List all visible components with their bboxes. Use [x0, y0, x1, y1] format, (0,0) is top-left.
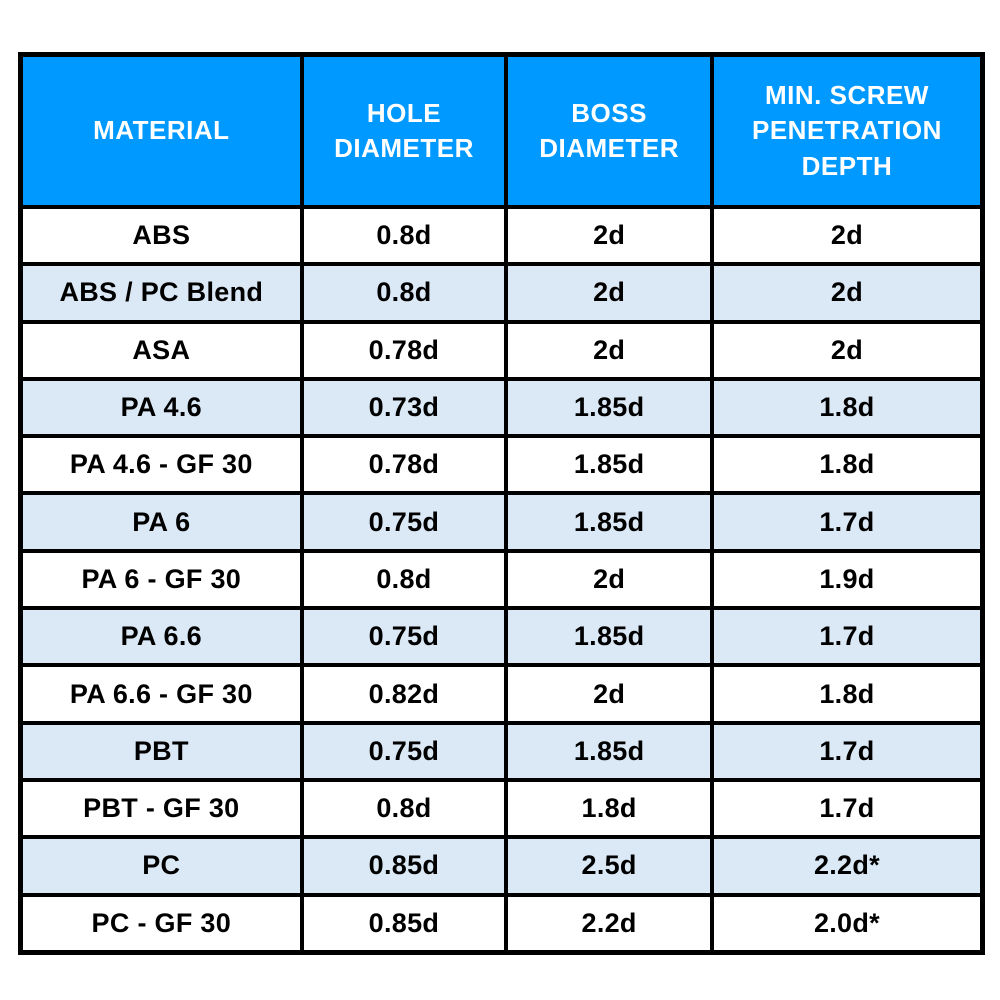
boss-diameter-cell: 2d — [506, 264, 712, 322]
table-row: PA 4.6 - GF 30 0.78d 1.85d 1.8d — [21, 436, 982, 494]
penetration-depth-cell: 1.7d — [711, 779, 982, 838]
hole-diameter-cell: 0.78d — [301, 321, 507, 379]
material-cell: PC - GF 30 — [21, 894, 302, 952]
penetration-depth-cell: 1.8d — [711, 665, 982, 723]
material-cell: ASA — [21, 321, 302, 379]
table-row: PBT - GF 30 0.8d 1.8d 1.7d — [21, 779, 982, 838]
hole-diameter-cell: 0.82d — [301, 665, 507, 723]
hole-diameter-cell: 0.8d — [301, 264, 507, 322]
hole-diameter-cell: 0.73d — [301, 378, 507, 437]
hole-diameter-cell: 0.78d — [301, 436, 507, 494]
table-body: ABS 0.8d 2d 2d ABS / PC Blend 0.8d 2d 2d… — [21, 207, 982, 952]
material-cell: PBT - GF 30 — [21, 779, 302, 838]
penetration-depth-cell: 1.7d — [711, 493, 982, 551]
table-row: ASA 0.78d 2d 2d — [21, 321, 982, 379]
hole-diameter-cell: 0.8d — [301, 207, 507, 265]
penetration-depth-cell: 1.7d — [711, 608, 982, 666]
boss-diameter-cell: 2d — [506, 665, 712, 723]
table-row: PC 0.85d 2.5d 2.2d* — [21, 837, 982, 895]
boss-diameter-cell: 2d — [506, 321, 712, 379]
header-hole-diameter: HOLE DIAMETER — [301, 55, 507, 207]
boss-diameter-cell: 2.2d — [506, 894, 712, 952]
penetration-depth-cell: 2d — [711, 264, 982, 322]
screw-boss-dimension-table: MATERIAL HOLE DIAMETER BOSS DIAMETER MIN… — [18, 52, 985, 955]
material-cell: PA 6.6 — [21, 608, 302, 666]
boss-diameter-cell: 2d — [506, 207, 712, 265]
header-row: MATERIAL HOLE DIAMETER BOSS DIAMETER MIN… — [21, 55, 982, 207]
boss-diameter-cell: 1.85d — [506, 378, 712, 437]
boss-diameter-cell: 2.5d — [506, 837, 712, 895]
material-cell: PA 6 - GF 30 — [21, 550, 302, 609]
material-cell: PBT — [21, 722, 302, 780]
material-cell: ABS — [21, 207, 302, 265]
hole-diameter-cell: 0.8d — [301, 779, 507, 838]
header-min-screw-depth: MIN. SCREW PENETRATION DEPTH — [711, 55, 982, 207]
hole-diameter-cell: 0.85d — [301, 837, 507, 895]
hole-diameter-cell: 0.8d — [301, 550, 507, 609]
penetration-depth-cell: 2.2d* — [711, 837, 982, 895]
penetration-depth-cell: 1.8d — [711, 436, 982, 494]
boss-diameter-cell: 1.8d — [506, 779, 712, 838]
material-cell: PA 4.6 - GF 30 — [21, 436, 302, 494]
material-cell: PC — [21, 837, 302, 895]
penetration-depth-cell: 1.9d — [711, 550, 982, 609]
table-row: PA 4.6 0.73d 1.85d 1.8d — [21, 378, 982, 437]
table-row: ABS 0.8d 2d 2d — [21, 207, 982, 265]
material-cell: ABS / PC Blend — [21, 264, 302, 322]
penetration-depth-cell: 1.8d — [711, 378, 982, 437]
boss-diameter-cell: 1.85d — [506, 493, 712, 551]
table-row: PA 6.6 - GF 30 0.82d 2d 1.8d — [21, 665, 982, 723]
table-row: PC - GF 30 0.85d 2.2d 2.0d* — [21, 894, 982, 952]
hole-diameter-cell: 0.75d — [301, 493, 507, 551]
boss-diameter-cell: 2d — [506, 550, 712, 609]
table-row: ABS / PC Blend 0.8d 2d 2d — [21, 264, 982, 322]
material-cell: PA 6.6 - GF 30 — [21, 665, 302, 723]
boss-diameter-cell: 1.85d — [506, 436, 712, 494]
header-material: MATERIAL — [21, 55, 302, 207]
hole-diameter-cell: 0.85d — [301, 894, 507, 952]
material-cell: PA 6 — [21, 493, 302, 551]
penetration-depth-cell: 2.0d* — [711, 894, 982, 952]
table-row: PA 6 - GF 30 0.8d 2d 1.9d — [21, 550, 982, 609]
material-cell: PA 4.6 — [21, 378, 302, 437]
hole-diameter-cell: 0.75d — [301, 608, 507, 666]
table-row: PA 6 0.75d 1.85d 1.7d — [21, 493, 982, 551]
penetration-depth-cell: 2d — [711, 207, 982, 265]
penetration-depth-cell: 2d — [711, 321, 982, 379]
boss-diameter-cell: 1.85d — [506, 722, 712, 780]
hole-diameter-cell: 0.75d — [301, 722, 507, 780]
table-row: PBT 0.75d 1.85d 1.7d — [21, 722, 982, 780]
header-boss-diameter: BOSS DIAMETER — [506, 55, 712, 207]
table-row: PA 6.6 0.75d 1.85d 1.7d — [21, 608, 982, 666]
boss-diameter-cell: 1.85d — [506, 608, 712, 666]
penetration-depth-cell: 1.7d — [711, 722, 982, 780]
